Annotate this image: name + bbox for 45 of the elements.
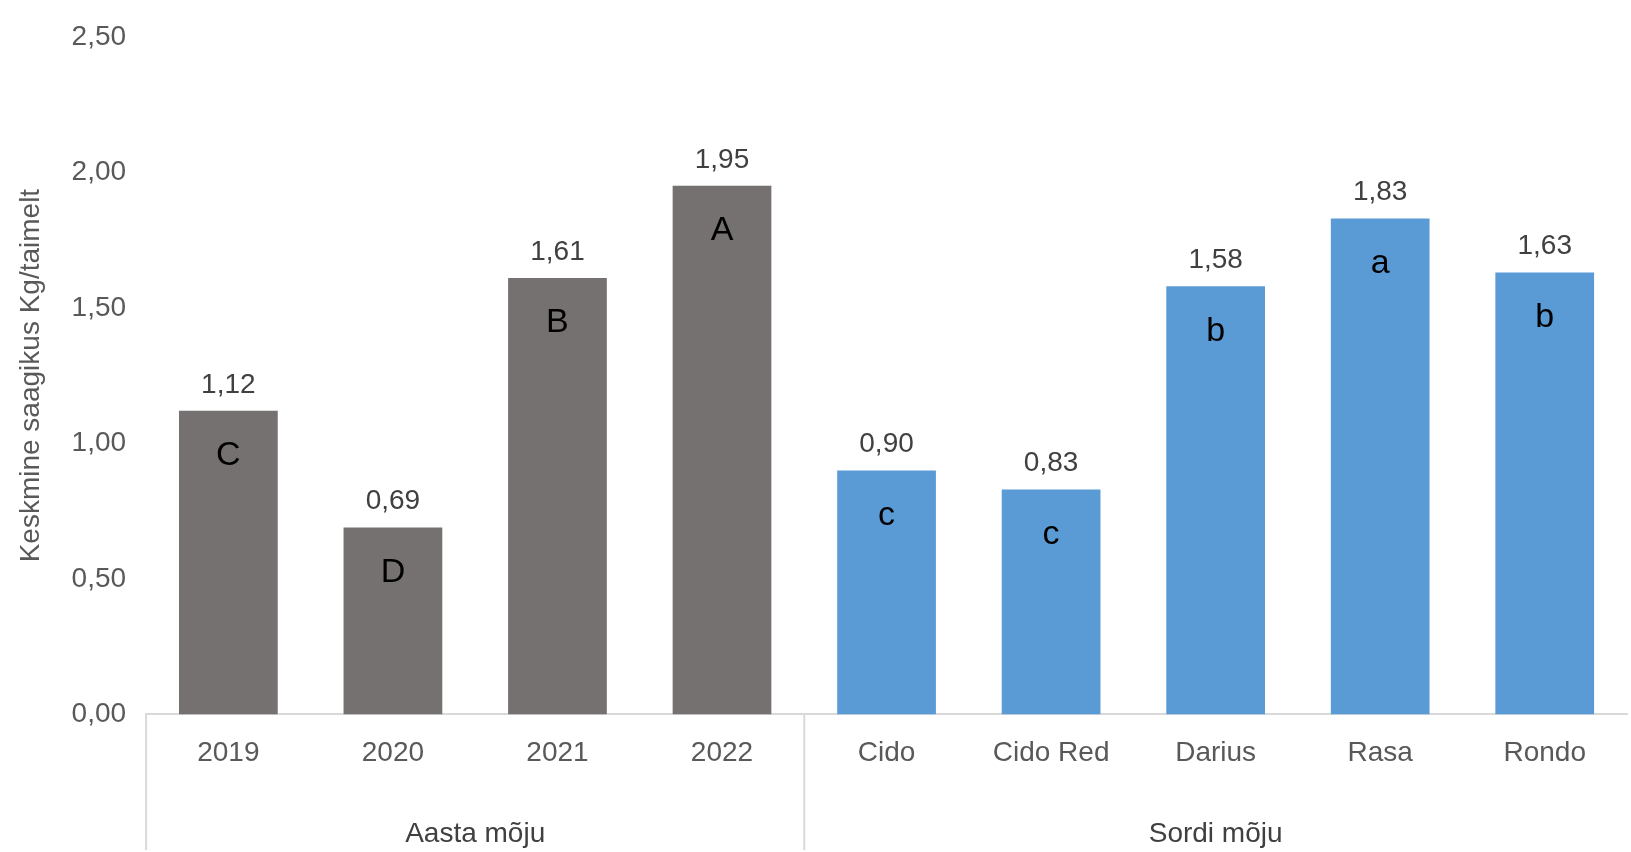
bar [179,410,278,715]
y-axis-title: Keskmine saagikus Kg/taimelt [13,188,45,563]
x-tick-label: 2022 [690,735,754,767]
annotation: a [1370,241,1390,280]
x-tick-label: 2020 [361,735,425,767]
x-tick-label: Rondo [1503,735,1586,767]
y-tick-label: 1,50 [71,290,127,322]
annotation: c [878,493,896,532]
annotation: b [1206,309,1226,348]
data-label: 0,90 [859,427,914,459]
data-label: 0,69 [365,484,421,516]
x-tick-label: Cido Red [992,735,1110,767]
bar [672,185,772,715]
data-label: 0,83 [1023,446,1079,478]
data-label: 1,58 [1188,242,1243,274]
text: Sordi mõju [1148,817,1283,849]
x-tick-label: 2019 [197,735,260,767]
data-label: 1,12 [201,367,256,399]
annotation: A [710,209,734,248]
annotation: D [380,550,406,589]
data-label: 1,83 [1352,175,1408,207]
bar [508,278,607,715]
data-label: 1,61 [530,234,585,266]
bar [1330,218,1430,715]
y-tick-label: 2,50 [71,19,127,51]
data-label: 1,95 [694,142,750,174]
bar [837,470,936,715]
x-tick-label: 2021 [526,735,589,767]
y-tick-label: 1,00 [71,426,127,458]
x-tick-label: Cido [857,735,916,767]
y-tick-label: 2,00 [71,155,127,187]
x-tick-label: Darius [1175,735,1257,767]
annotation: C [216,434,241,473]
y-tick-label: 0,00 [71,697,127,729]
text: Aasta mõju [405,817,546,849]
bar [343,527,443,715]
annotation: B [546,301,569,340]
annotation: c [1042,512,1060,551]
data-label: 1,63 [1517,229,1572,261]
bar [1495,272,1595,715]
bar [1166,286,1265,715]
annotation: b [1535,295,1555,334]
y-tick-label: 0,50 [71,561,127,593]
bar [1001,489,1101,715]
x-tick-label: Rasa [1347,735,1414,767]
